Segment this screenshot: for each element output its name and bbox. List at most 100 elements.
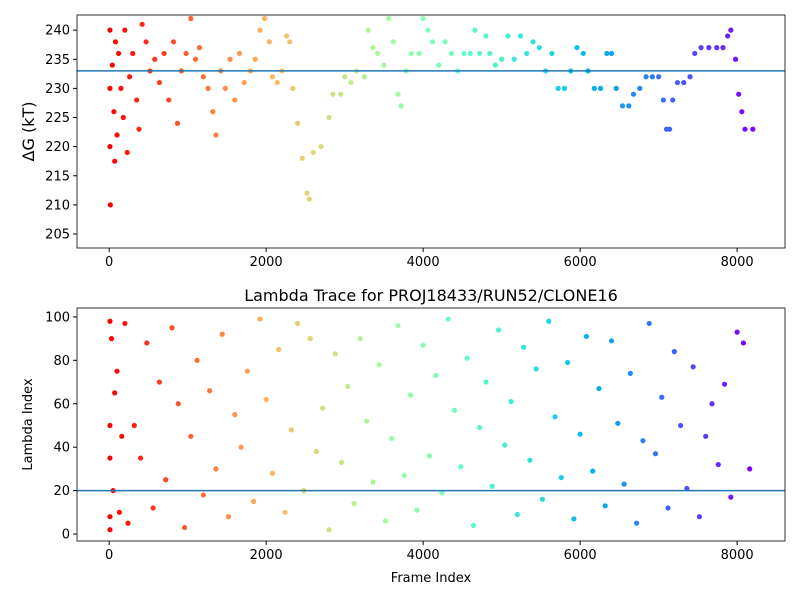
point bbox=[499, 56, 505, 62]
point bbox=[725, 33, 731, 39]
point bbox=[511, 56, 517, 62]
point bbox=[555, 85, 561, 91]
point bbox=[196, 45, 203, 51]
point bbox=[706, 45, 712, 51]
point bbox=[591, 85, 597, 91]
point bbox=[169, 325, 175, 331]
point bbox=[370, 479, 376, 485]
y-tick-label: 230 bbox=[45, 82, 70, 97]
point bbox=[109, 62, 115, 68]
point bbox=[552, 414, 558, 420]
point bbox=[508, 398, 514, 405]
point bbox=[602, 503, 608, 509]
point bbox=[232, 97, 238, 103]
point bbox=[143, 39, 149, 45]
point bbox=[357, 336, 363, 342]
point bbox=[613, 85, 619, 91]
point bbox=[213, 466, 219, 472]
point bbox=[742, 126, 748, 132]
point bbox=[442, 39, 448, 45]
point bbox=[282, 509, 288, 515]
point bbox=[546, 318, 552, 324]
point bbox=[345, 383, 351, 389]
point bbox=[458, 464, 464, 470]
point bbox=[398, 103, 404, 109]
point bbox=[381, 62, 387, 68]
point bbox=[213, 132, 219, 138]
point bbox=[266, 39, 272, 45]
y-tick-label: 220 bbox=[45, 140, 70, 155]
point bbox=[122, 320, 128, 327]
point bbox=[114, 132, 120, 138]
point bbox=[382, 518, 389, 524]
point bbox=[401, 472, 407, 479]
x-tick-label: 6000 bbox=[564, 548, 597, 563]
point bbox=[561, 85, 568, 91]
point bbox=[527, 457, 533, 463]
x-tick-label: 4000 bbox=[407, 548, 440, 563]
point bbox=[134, 97, 140, 103]
x-tick-label: 6000 bbox=[564, 255, 597, 270]
point bbox=[207, 388, 213, 394]
point bbox=[714, 45, 720, 51]
point bbox=[678, 422, 684, 429]
point bbox=[219, 331, 225, 337]
point bbox=[125, 520, 131, 526]
point bbox=[299, 155, 305, 161]
point bbox=[436, 62, 442, 68]
point bbox=[306, 196, 312, 202]
point bbox=[283, 33, 290, 39]
point bbox=[107, 85, 113, 91]
point bbox=[261, 15, 268, 22]
point bbox=[660, 97, 666, 103]
point bbox=[477, 425, 483, 431]
point bbox=[439, 490, 445, 496]
point bbox=[200, 492, 206, 498]
point bbox=[116, 50, 122, 57]
point bbox=[420, 342, 426, 348]
point bbox=[643, 74, 649, 80]
point bbox=[574, 45, 580, 51]
point bbox=[667, 126, 673, 132]
point bbox=[619, 103, 626, 109]
point bbox=[119, 433, 125, 439]
y-tick-label: 60 bbox=[53, 397, 70, 412]
x-axis-label: Frame Index bbox=[391, 571, 472, 586]
point bbox=[118, 85, 124, 91]
point bbox=[274, 79, 280, 86]
point bbox=[640, 438, 646, 444]
point bbox=[294, 120, 301, 126]
point bbox=[152, 56, 158, 62]
point bbox=[238, 444, 244, 450]
point bbox=[313, 448, 320, 455]
point bbox=[365, 27, 371, 33]
point bbox=[665, 505, 671, 511]
point bbox=[445, 316, 451, 322]
point bbox=[351, 501, 357, 507]
point bbox=[577, 431, 583, 437]
point bbox=[307, 336, 313, 342]
point bbox=[348, 79, 354, 86]
point bbox=[721, 381, 728, 387]
y-tick-label: 100 bbox=[45, 310, 70, 325]
y-tick-label: 215 bbox=[45, 169, 70, 184]
point bbox=[163, 477, 169, 483]
point bbox=[183, 50, 189, 57]
point bbox=[318, 144, 324, 150]
point bbox=[294, 320, 301, 327]
point bbox=[514, 511, 520, 518]
point bbox=[604, 50, 610, 57]
point bbox=[330, 91, 336, 97]
y-tick-label: 205 bbox=[45, 228, 70, 243]
point bbox=[747, 466, 753, 472]
point bbox=[251, 498, 257, 505]
point bbox=[608, 338, 615, 344]
point bbox=[390, 39, 396, 45]
point bbox=[114, 368, 120, 374]
point bbox=[112, 158, 118, 164]
point bbox=[161, 50, 167, 57]
point bbox=[108, 336, 115, 342]
point bbox=[386, 15, 392, 22]
point bbox=[696, 514, 703, 520]
point bbox=[320, 405, 326, 411]
